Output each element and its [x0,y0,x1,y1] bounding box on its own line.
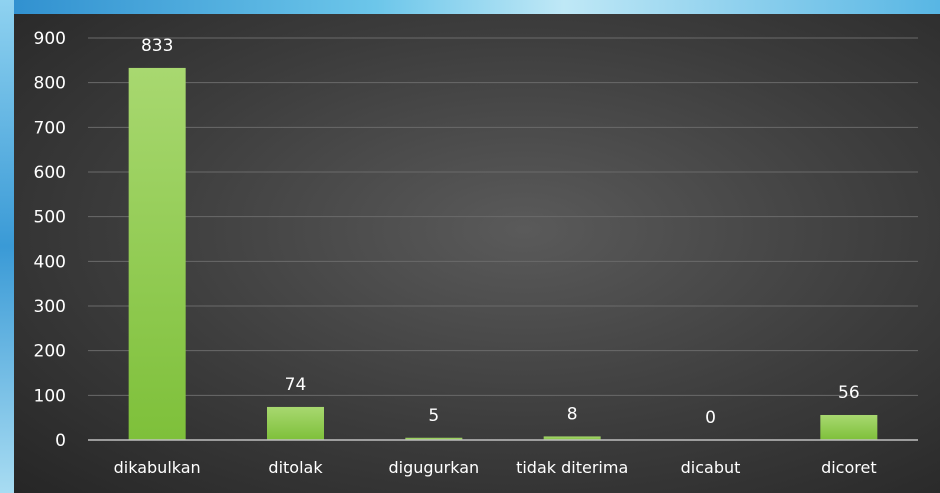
data-label-digugurkan: 5 [428,406,439,426]
y-tick-label: 600 [34,163,66,183]
y-tick-label: 400 [34,252,66,272]
y-tick-label: 300 [34,297,66,317]
x-category-label: tidak diterima [516,458,628,477]
y-tick-label: 200 [34,342,66,362]
y-tick-label: 700 [34,118,66,138]
bars [129,68,878,440]
bar-ditolak [267,407,324,440]
chart-frame: 0100200300400500600700800900 8337458056 … [14,14,940,493]
y-tick-label: 500 [34,208,66,228]
x-category-label: ditolak [268,458,323,477]
x-category-label: dikabulkan [114,458,201,477]
x-category-label: dicoret [821,458,877,477]
data-label-dikabulkan: 833 [141,36,173,56]
y-axis-tick-labels: 0 100 200 300 400 500 600 700 800 900 [34,29,66,451]
background-strip-top [0,0,940,14]
data-label-dicoret: 56 [838,383,860,403]
x-axis-category-labels: dikabulkan ditolak digugurkan tidak diterim… [114,458,877,477]
y-tick-label: 800 [34,74,66,94]
y-tick-label: 0 [55,431,66,451]
x-category-label: digugurkan [388,458,479,477]
data-label-dicabut: 0 [705,408,716,428]
gridlines [88,38,918,395]
x-category-label: dicabut [681,458,741,477]
bar-dicoret [820,415,877,440]
y-tick-label: 100 [34,386,66,406]
data-label-ditolak: 74 [285,375,307,395]
data-labels: 833 74 5 8 0 56 [141,36,860,428]
bar-chart: 0100200300400500600700800900 8337458056 … [14,14,940,493]
y-tick-label: 900 [34,29,66,49]
background-strip-left [0,0,14,493]
bar-dikabulkan [129,68,186,440]
data-label-tidak-diterima: 8 [567,404,578,424]
